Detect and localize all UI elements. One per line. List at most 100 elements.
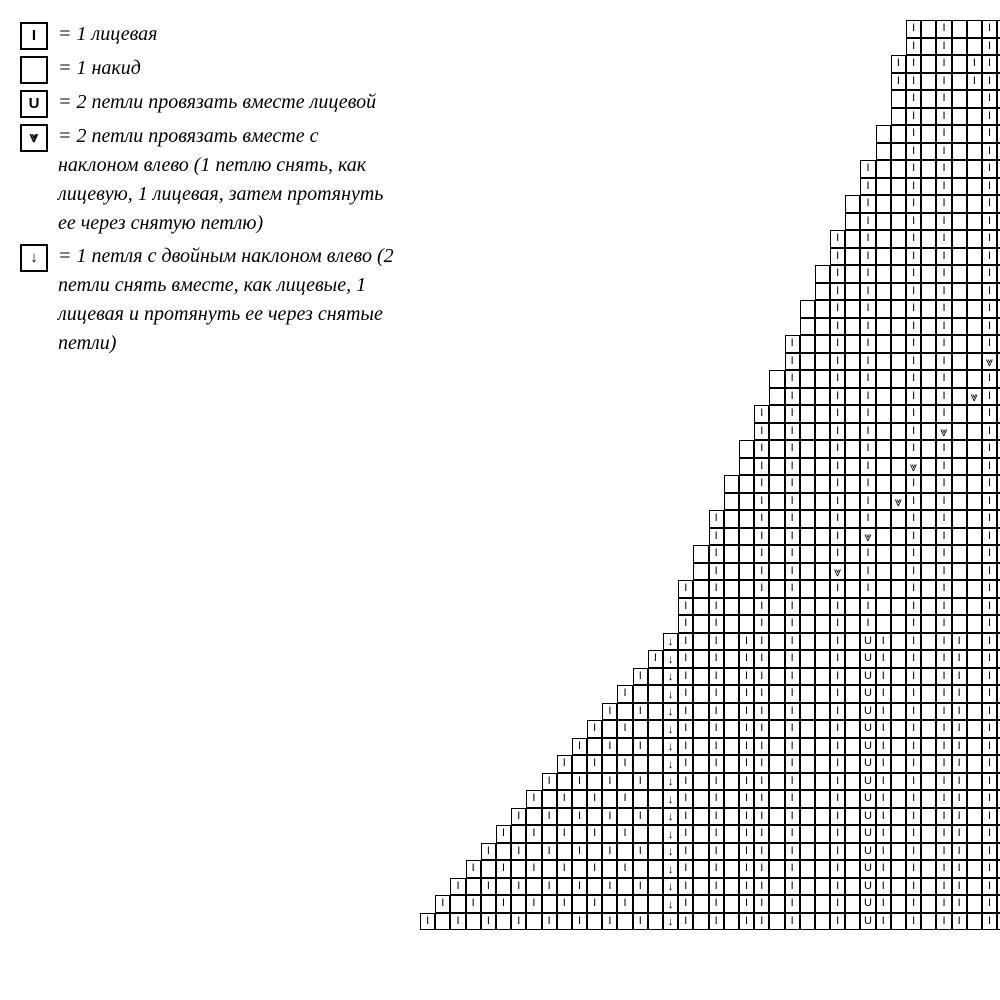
- chart-row: 29: [633, 668, 1000, 686]
- cell-k: [982, 335, 997, 353]
- cell-yo: [952, 388, 967, 406]
- cell-yo: [739, 510, 754, 528]
- cell-k: [860, 493, 875, 511]
- cell-k: [542, 913, 557, 931]
- cell-yo: [724, 738, 739, 756]
- cell-k: [906, 405, 921, 423]
- cell-k: [678, 825, 693, 843]
- cell-k: [572, 843, 587, 861]
- cell-k: [936, 125, 951, 143]
- chart-row: 63: [769, 370, 1000, 388]
- cell-yo: [876, 300, 891, 318]
- chart-row: 87: [860, 160, 1000, 178]
- cell-yo: [693, 790, 708, 808]
- chart-row: 85: [860, 178, 1000, 196]
- cell-k: [906, 265, 921, 283]
- cell-k: [876, 755, 891, 773]
- cell-yo: [967, 458, 982, 476]
- cell-k: [876, 633, 891, 651]
- cell-yo: [693, 545, 708, 563]
- cell-yo: [724, 563, 739, 581]
- cell-k: [511, 878, 526, 896]
- cell-yo: [633, 895, 648, 913]
- cell-k: [678, 598, 693, 616]
- cell-yo: [952, 73, 967, 91]
- cell-yo: [769, 563, 784, 581]
- cell-yo: [800, 668, 815, 686]
- cell-yo: [967, 178, 982, 196]
- cell-k: [617, 895, 632, 913]
- chart-row: 59: [754, 405, 1000, 423]
- cell-k: [982, 370, 997, 388]
- cell-yo: [693, 843, 708, 861]
- chart-row: 49: [724, 493, 1000, 511]
- cell-k: [906, 195, 921, 213]
- cell-yo: [921, 755, 936, 773]
- cell-k: [906, 108, 921, 126]
- cell-k: [678, 755, 693, 773]
- cell-yo: [967, 825, 982, 843]
- cell-ssk: [936, 423, 951, 441]
- cell-yo: [967, 720, 982, 738]
- cell-yo: [952, 38, 967, 56]
- cell-yo: [891, 458, 906, 476]
- cell-dbl: [663, 843, 678, 861]
- cell-yo: [921, 598, 936, 616]
- cell-k: [739, 843, 754, 861]
- cell-yo: [891, 790, 906, 808]
- chart-row: 23: [587, 720, 1000, 738]
- cell-yo: [602, 790, 617, 808]
- cell-yo: [815, 335, 830, 353]
- cell-k: [785, 825, 800, 843]
- cell-k: [785, 528, 800, 546]
- cell-k: [860, 510, 875, 528]
- cell-yo: [921, 615, 936, 633]
- cell-yo: [921, 405, 936, 423]
- cell-k: [785, 703, 800, 721]
- cell-yo: [815, 388, 830, 406]
- cell-k: [739, 685, 754, 703]
- cell-k: [481, 843, 496, 861]
- cell-k: [936, 895, 951, 913]
- cell-k: [982, 510, 997, 528]
- cell-k: [936, 318, 951, 336]
- cell-yo: [921, 790, 936, 808]
- cell-k: [906, 370, 921, 388]
- chart-row: 99: [891, 55, 1000, 73]
- cell-k: [602, 878, 617, 896]
- cell-k: [876, 895, 891, 913]
- cell-yo: [769, 598, 784, 616]
- cell-yo: [481, 860, 496, 878]
- cell-yo: [952, 598, 967, 616]
- cell-dbl: [663, 825, 678, 843]
- cell-yo: [724, 545, 739, 563]
- cell-yo: [921, 580, 936, 598]
- cell-yo: [876, 125, 891, 143]
- cell-k: [709, 843, 724, 861]
- cell-yo: [845, 913, 860, 931]
- cell-k: [830, 283, 845, 301]
- cell-k: [906, 73, 921, 91]
- cell-k: [982, 213, 997, 231]
- cell-k: [860, 458, 875, 476]
- cell-yo: [542, 790, 557, 808]
- cell-k: [739, 895, 754, 913]
- cell-yo: [511, 825, 526, 843]
- cell-k: [936, 353, 951, 371]
- cell-k: [557, 755, 572, 773]
- cell-yo: [921, 248, 936, 266]
- cell-k: [906, 650, 921, 668]
- cell-k: [678, 668, 693, 686]
- cell-yo: [724, 650, 739, 668]
- cell-yo: [921, 423, 936, 441]
- cell-yo: [800, 458, 815, 476]
- cell-dbl: [663, 668, 678, 686]
- cell-yo: [967, 38, 982, 56]
- cell-yo: [921, 143, 936, 161]
- cell-yo: [967, 545, 982, 563]
- cell-yo: [967, 108, 982, 126]
- cell-yo: [876, 388, 891, 406]
- cell-k: [587, 860, 602, 878]
- cell-yo: [921, 633, 936, 651]
- cell-yo: [815, 598, 830, 616]
